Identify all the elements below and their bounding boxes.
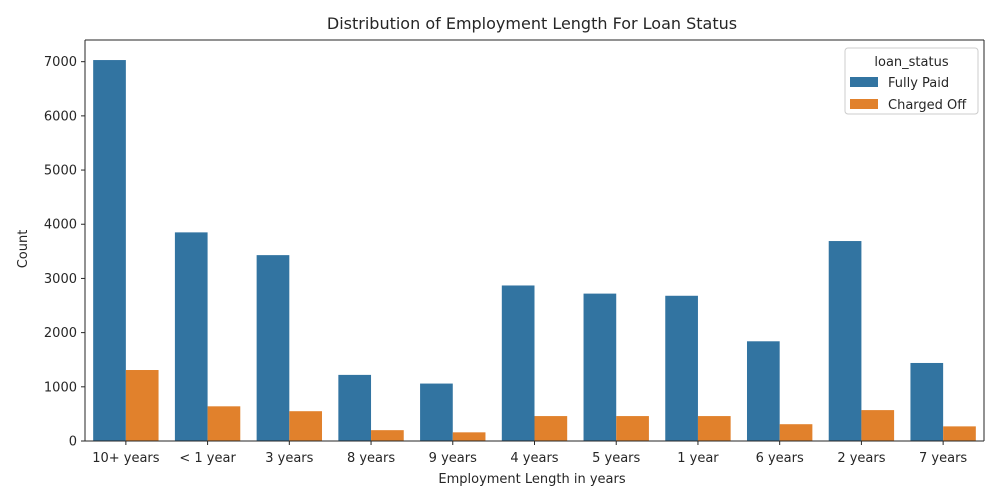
x-tick-label: 3 years	[265, 451, 313, 466]
x-axis-label: Employment Length in years	[438, 472, 625, 487]
x-tick-label: 1 year	[677, 451, 719, 466]
legend-swatch	[850, 77, 878, 87]
bar-charged-off-5	[534, 416, 568, 441]
bar-fully-paid-6	[583, 293, 617, 441]
y-axis-label: Count	[16, 230, 31, 269]
x-tick-label: 9 years	[429, 451, 477, 466]
y-tick-label: 6000	[44, 109, 77, 124]
x-tick-label: 4 years	[510, 451, 558, 466]
bar-charged-off-2	[289, 411, 323, 441]
bar-charged-off-9	[861, 410, 895, 441]
y-tick-label: 2000	[44, 326, 77, 341]
bar-charged-off-10	[943, 426, 976, 441]
y-tick-label: 4000	[44, 218, 77, 233]
bar-charged-off-3	[371, 430, 404, 441]
bar-fully-paid-7	[665, 295, 698, 441]
x-tick-label: 10+ years	[92, 451, 160, 466]
legend-swatch	[850, 99, 878, 109]
bar-fully-paid-4	[420, 383, 453, 441]
bar-fully-paid-10	[910, 362, 944, 441]
x-tick-label: 6 years	[756, 451, 804, 466]
legend-label: Fully Paid	[888, 76, 949, 91]
y-tick-label: 3000	[44, 272, 77, 287]
x-tick-label: < 1 year	[179, 451, 236, 466]
x-tick-label: 8 years	[347, 451, 395, 466]
axes: 0 1000 2000 3000 4000 5000 6000 7000 10+ years < …	[44, 39, 985, 466]
plot-area	[93, 60, 976, 442]
bar-charged-off-6	[616, 416, 649, 441]
bar-fully-paid-8	[746, 341, 780, 441]
bar-charged-off-4	[452, 432, 486, 441]
legend-box	[844, 47, 979, 115]
x-tick-label: 5 years	[592, 451, 640, 466]
bar-charged-off-1	[207, 406, 241, 441]
x-tick-label: 2 years	[837, 451, 885, 466]
legend-label: Charged Off	[888, 98, 967, 113]
bar-fully-paid-3	[338, 374, 372, 441]
bar-charged-off-0	[125, 370, 159, 441]
bar-fully-paid-2	[256, 255, 290, 441]
bar-charged-off-7	[697, 416, 731, 441]
y-tick-label: 5000	[44, 164, 77, 179]
chart-title: Distribution of Employment Length For Lo…	[327, 14, 737, 33]
y-tick-label: 0	[69, 435, 77, 450]
bar-charged-off-8	[779, 424, 813, 441]
y-tick-label: 7000	[44, 55, 77, 70]
legend-title: loan_status	[874, 55, 948, 70]
bar-fully-paid-5	[501, 285, 535, 441]
x-tick-label: 7 years	[919, 451, 967, 466]
bar-fully-paid-0	[93, 60, 126, 442]
bar-fully-paid-9	[828, 241, 862, 441]
legend: loan_status Fully Paid Charged Off	[844, 47, 979, 115]
y-tick-label: 1000	[44, 380, 77, 395]
bar-fully-paid-1	[174, 232, 208, 441]
